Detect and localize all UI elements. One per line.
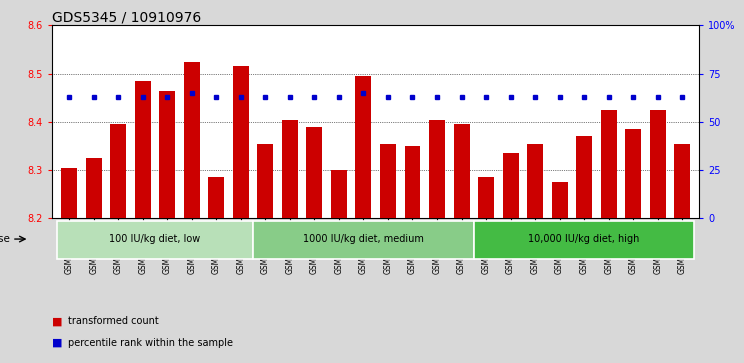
Bar — [380, 144, 396, 219]
Text: 1000 IU/kg diet, medium: 1000 IU/kg diet, medium — [303, 234, 424, 244]
Bar — [674, 144, 690, 219]
Bar — [233, 66, 248, 219]
Bar — [503, 153, 519, 219]
Bar — [307, 127, 322, 219]
Bar — [527, 144, 543, 219]
Bar — [253, 221, 474, 259]
Bar — [57, 221, 253, 259]
Bar — [429, 119, 445, 219]
Text: 10,000 IU/kg diet, high: 10,000 IU/kg diet, high — [528, 234, 640, 244]
Bar — [600, 110, 617, 219]
Bar — [478, 178, 494, 219]
Bar — [135, 81, 151, 219]
Bar — [625, 129, 641, 219]
Bar — [331, 170, 347, 219]
Bar — [356, 76, 371, 219]
Bar — [159, 90, 176, 219]
Bar — [474, 221, 694, 259]
Text: 100 IU/kg diet, low: 100 IU/kg diet, low — [109, 234, 201, 244]
Text: ■: ■ — [52, 338, 62, 348]
Bar — [184, 62, 200, 219]
Text: ■: ■ — [52, 316, 62, 326]
Bar — [405, 146, 420, 219]
Text: dose: dose — [0, 234, 10, 244]
Bar — [110, 125, 126, 219]
Bar — [282, 119, 298, 219]
Bar — [576, 136, 592, 219]
Bar — [61, 168, 77, 219]
Bar — [257, 144, 273, 219]
Bar — [551, 182, 568, 219]
Text: transformed count: transformed count — [68, 316, 159, 326]
Text: GDS5345 / 10910976: GDS5345 / 10910976 — [52, 10, 202, 24]
Bar — [650, 110, 666, 219]
Bar — [208, 178, 225, 219]
Bar — [86, 158, 102, 219]
Text: percentile rank within the sample: percentile rank within the sample — [68, 338, 234, 348]
Bar — [454, 125, 469, 219]
